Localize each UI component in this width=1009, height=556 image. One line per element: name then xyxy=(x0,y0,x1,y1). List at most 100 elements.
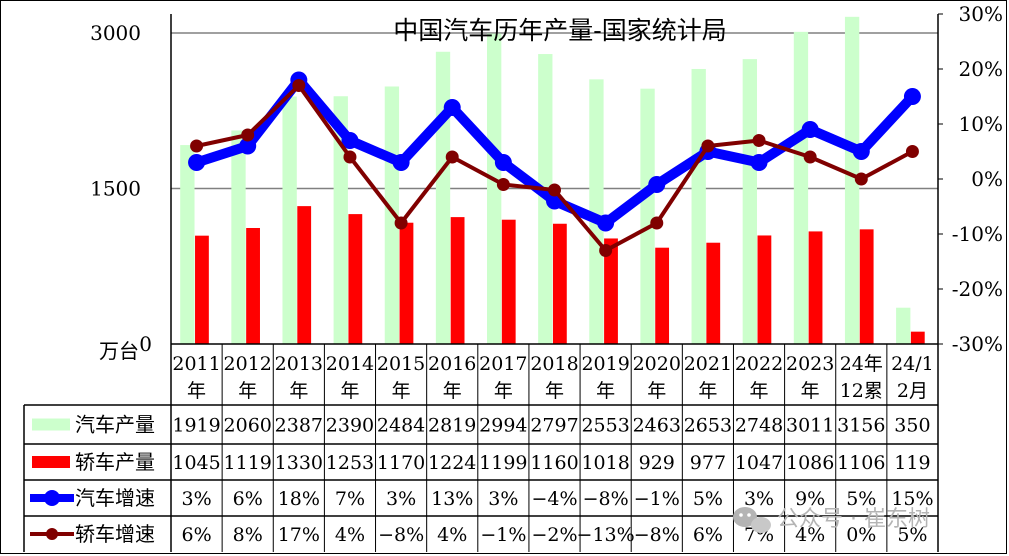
data-label: 3% xyxy=(386,488,416,510)
point-auto-growth xyxy=(392,154,410,171)
point-car-growth xyxy=(752,134,766,147)
y-axis-label: 万台 xyxy=(99,339,139,363)
data-label: 2387 xyxy=(275,415,323,437)
data-label: 4% xyxy=(437,524,467,546)
bar-auto-production xyxy=(384,86,400,344)
data-label: 6% xyxy=(233,488,263,510)
data-label: −13% xyxy=(577,524,635,546)
data-label: 0% xyxy=(846,524,876,546)
data-label: 3% xyxy=(181,488,211,510)
x-tick-label: 2014 xyxy=(326,353,374,375)
bar-auto-production xyxy=(640,88,655,344)
x-tick-label: 24年 xyxy=(840,353,883,375)
point-auto-growth xyxy=(750,154,768,171)
bar-auto-production xyxy=(793,31,809,344)
bar-car-production xyxy=(757,235,772,344)
x-tick-label: 2015 xyxy=(377,353,425,375)
data-label: 17% xyxy=(278,524,320,546)
x-tick-label: 年 xyxy=(750,380,769,402)
x-tick-label: 年 xyxy=(238,380,257,402)
y2-tick-label: -10% xyxy=(952,222,1003,246)
bar-auto-production xyxy=(487,33,502,344)
point-auto-growth xyxy=(443,99,461,116)
x-tick-label: 2023 xyxy=(786,353,834,375)
data-label: 3156 xyxy=(837,415,885,437)
y2-tick-label: -20% xyxy=(952,277,1003,301)
data-label: 2553 xyxy=(581,415,629,437)
data-label: −4% xyxy=(531,488,577,510)
bar-car-production xyxy=(195,235,209,344)
point-car-growth xyxy=(548,183,561,197)
data-label: 13% xyxy=(431,488,473,510)
y2-tick-label: 0% xyxy=(971,167,1003,191)
x-tick-label: 年 xyxy=(340,380,359,402)
point-auto-growth xyxy=(239,137,257,155)
x-tick-label: 年 xyxy=(801,380,820,402)
point-car-growth xyxy=(701,139,715,153)
bar-auto-production xyxy=(844,16,860,344)
bar-car-production xyxy=(859,229,874,344)
data-label: −1% xyxy=(634,488,680,510)
data-label: −8% xyxy=(378,524,424,546)
data-label: 18% xyxy=(278,488,320,510)
point-car-growth xyxy=(905,145,919,158)
x-tick-label: 2018 xyxy=(530,353,578,375)
data-label: 2060 xyxy=(224,415,272,437)
data-label: 1253 xyxy=(326,452,374,474)
point-auto-growth xyxy=(188,154,206,171)
x-tick-label: 2017 xyxy=(479,353,527,375)
y2-tick-label: 20% xyxy=(959,57,1003,81)
data-label: 1170 xyxy=(377,452,425,474)
data-label: 2484 xyxy=(377,415,425,437)
legend-swatch xyxy=(32,456,70,468)
data-label: 5% xyxy=(897,524,927,546)
wechat-icon xyxy=(733,507,771,533)
data-label: 1045 xyxy=(172,452,220,474)
data-table: 2011 年 2012 年 2013 年 2014 年 2015 年 2016 年 2017 年 2018 年… xyxy=(23,344,939,552)
data-label: 1119 xyxy=(224,452,272,474)
point-car-growth xyxy=(803,150,817,164)
bar-car-production xyxy=(246,227,260,344)
data-label: 2653 xyxy=(684,415,732,437)
bar-car-production xyxy=(297,206,312,344)
x-tick-label: 年 xyxy=(187,380,206,402)
x-tick-label: 年 xyxy=(545,380,564,402)
data-label: 3011 xyxy=(786,415,834,437)
data-label: 2463 xyxy=(633,415,681,437)
point-car-growth xyxy=(394,216,408,230)
point-car-growth xyxy=(445,150,459,164)
bar-car-production xyxy=(910,331,925,344)
bar-auto-production xyxy=(589,79,604,345)
data-label: 1199 xyxy=(479,452,527,474)
point-car-growth xyxy=(292,79,306,92)
data-label: −8% xyxy=(634,524,680,546)
point-car-growth xyxy=(190,139,204,153)
x-tick-label: 年 xyxy=(494,380,513,402)
point-car-growth xyxy=(343,150,357,164)
x-tick-label: 年 xyxy=(392,380,411,402)
data-label: 1086 xyxy=(786,452,834,474)
legend-label: 汽车产量 xyxy=(75,413,155,437)
data-label: 2797 xyxy=(530,415,578,437)
lines xyxy=(188,71,921,257)
x-tick-label: 12累 xyxy=(840,380,883,402)
point-auto-growth xyxy=(903,88,921,105)
x-tick-label: 年 xyxy=(443,380,462,402)
x-tick-label: 2020 xyxy=(633,353,681,375)
data-label: 1919 xyxy=(172,415,220,437)
bar-car-production xyxy=(552,223,567,344)
chart-title: 中国汽车历年产量-国家统计局 xyxy=(393,16,726,45)
bar-car-production xyxy=(808,231,823,344)
y2-tick-label: -30% xyxy=(952,332,1003,356)
y2-tick-label: 10% xyxy=(959,112,1003,136)
point-auto-growth xyxy=(801,121,819,138)
bar-auto-production xyxy=(231,130,246,344)
bar-auto-production xyxy=(435,51,451,344)
x-tick-label: 2012 xyxy=(224,353,272,375)
legend-marker xyxy=(44,490,60,506)
data-label: 4% xyxy=(795,524,825,546)
bar-car-production xyxy=(501,219,516,344)
data-label: 6% xyxy=(693,524,723,546)
x-tick-label: 年 xyxy=(647,380,666,402)
